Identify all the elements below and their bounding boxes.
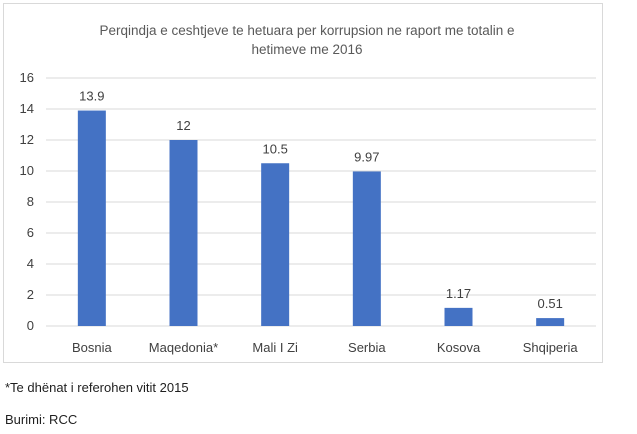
- data-label: 9.97: [354, 149, 379, 164]
- y-tick-label: 6: [27, 225, 34, 240]
- gridlines: [46, 77, 596, 327]
- chart-title-line-2: hetimeve me 2016: [251, 42, 362, 57]
- bar-chart: Perqindja e ceshtjeve te hetuara per kor…: [20, 23, 596, 355]
- bar-bosnia: [77, 110, 106, 326]
- source-note: Burimi: RCC: [5, 412, 78, 427]
- x-category-label: Kosova: [437, 340, 481, 355]
- bar-kosova: [444, 307, 473, 326]
- data-label: 1.17: [446, 286, 471, 301]
- y-tick-label: 16: [20, 70, 34, 85]
- y-tick-label: 10: [20, 163, 34, 178]
- chart-title-line-1: Perqindja e ceshtjeve te hetuara per kor…: [100, 23, 515, 38]
- bar-maqedonia: [169, 140, 198, 326]
- y-tick-label: 8: [27, 194, 34, 209]
- bar-shqiperia: [536, 318, 565, 326]
- data-labels: 13.9 12 10.5 9.97 1.17 0.51: [79, 89, 563, 312]
- bar-mali-i-zi: [261, 163, 290, 326]
- x-category-label: Serbia: [348, 340, 386, 355]
- footnote: *Te dhënat i referohen vitit 2015: [5, 380, 189, 395]
- x-category-label: Mali I Zi: [252, 340, 298, 355]
- data-label: 0.51: [538, 296, 563, 311]
- x-category-label: Maqedonia*: [149, 340, 218, 355]
- x-axis-categories: Bosnia Maqedonia* Mali I Zi Serbia Kosova Shq…: [72, 340, 578, 355]
- y-tick-label: 12: [20, 132, 34, 147]
- chart-frame: Perqindja e ceshtjeve te hetuara per kor…: [3, 3, 603, 363]
- x-category-label: Bosnia: [72, 340, 113, 355]
- data-label: 13.9: [79, 89, 104, 104]
- bar-serbia: [352, 171, 381, 326]
- y-tick-label: 0: [27, 318, 34, 333]
- x-category-label: Shqiperia: [523, 340, 579, 355]
- y-tick-label: 4: [27, 256, 34, 271]
- y-tick-label: 2: [27, 287, 34, 302]
- bars: [77, 110, 565, 326]
- data-label: 12: [176, 118, 190, 133]
- y-tick-label: 14: [20, 101, 34, 116]
- y-axis-ticks: 0 2 4 6 8 10 12 14 16: [20, 70, 34, 333]
- data-label: 10.5: [263, 141, 288, 156]
